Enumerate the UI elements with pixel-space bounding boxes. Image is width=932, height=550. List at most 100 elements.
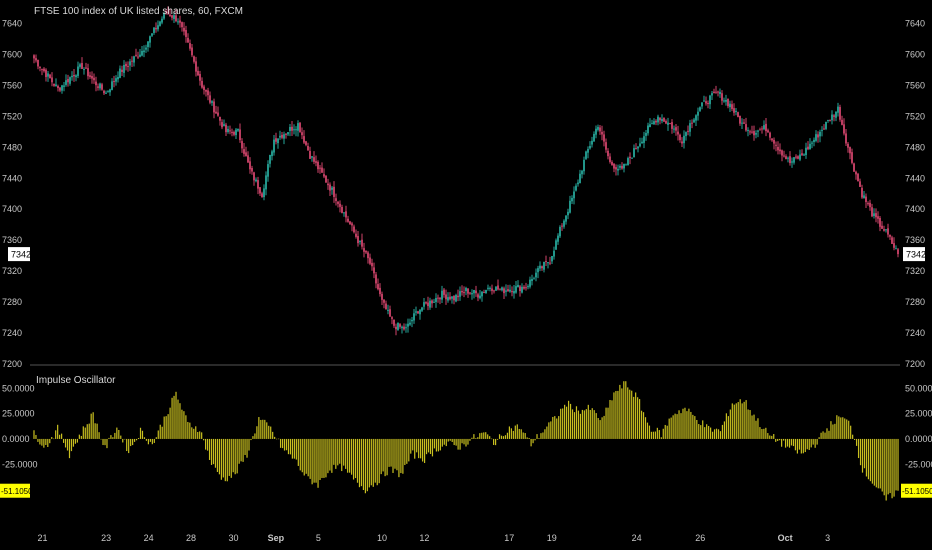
candle-body <box>153 27 155 33</box>
oscillator-bar <box>739 399 741 439</box>
osc-tick-right: 0.0000 <box>905 434 932 444</box>
candle-body <box>159 21 161 26</box>
oscillator-bar <box>723 421 726 439</box>
candle-body <box>687 130 689 132</box>
oscillator-bar <box>599 420 601 439</box>
candle-body <box>711 93 713 96</box>
oscillator-bar <box>236 438 238 474</box>
oscillator-bar <box>248 438 250 451</box>
time-tick: 28 <box>186 533 196 543</box>
oscillator-bar <box>370 438 372 486</box>
oscillator-bar <box>268 425 270 439</box>
oscillator-bar <box>59 434 61 439</box>
price-tick-left: 7640 <box>2 18 22 28</box>
oscillator-bar <box>607 407 609 439</box>
oscillator-bar <box>855 438 858 446</box>
candle-body <box>73 74 75 77</box>
oscillator-bar <box>786 438 789 447</box>
candle-body <box>141 50 143 56</box>
candle-body <box>429 300 431 308</box>
candle-body <box>459 291 461 297</box>
oscillator-bar <box>838 416 840 439</box>
oscillator-bar <box>767 433 769 439</box>
price-tick-left: 7480 <box>2 142 22 152</box>
candle-body <box>289 126 291 131</box>
oscillator-bar <box>412 438 414 451</box>
oscillator-bar <box>601 417 603 439</box>
oscillator-bar <box>61 433 63 439</box>
oscillator-bar <box>611 400 613 439</box>
oscillator-bar <box>891 438 893 499</box>
oscillator-bar <box>45 438 47 445</box>
candle-body <box>179 20 181 23</box>
oscillator-bar <box>844 418 846 439</box>
oscillator-bar <box>528 437 530 439</box>
oscillator-bar <box>329 438 331 471</box>
oscillator-bar <box>126 438 128 452</box>
oscillator-bar <box>609 399 611 439</box>
candle-body <box>317 161 319 170</box>
candle-body <box>783 155 785 157</box>
candle-body <box>439 297 441 300</box>
candle-body <box>451 296 453 299</box>
oscillator-bar <box>167 414 169 439</box>
oscillator-bar <box>410 438 412 454</box>
oscillator-bar <box>447 438 449 442</box>
oscillator-bar <box>433 438 436 449</box>
oscillator-bar <box>149 438 151 442</box>
candle-body <box>83 69 85 71</box>
oscillator-bar <box>88 423 90 439</box>
oscillator-bar <box>364 438 366 494</box>
oscillator-bar <box>437 438 439 452</box>
candle-body <box>641 141 643 144</box>
oscillator-bar <box>816 438 818 445</box>
candle-body <box>751 131 753 133</box>
candle-body <box>587 149 589 153</box>
oscillator-bar <box>161 426 163 439</box>
candle-body <box>375 274 377 284</box>
candle-body <box>203 86 205 91</box>
candle-body <box>69 77 71 84</box>
oscillator-bar <box>479 433 481 439</box>
oscillator-bar <box>98 432 100 439</box>
oscillator-bar <box>558 416 560 439</box>
candle-body <box>193 56 195 62</box>
oscillator-bar <box>96 423 98 439</box>
oscillator-bar <box>289 438 292 455</box>
oscillator-bar <box>556 418 558 439</box>
candle-body <box>387 309 389 311</box>
candle-body <box>421 307 423 311</box>
osc-tick-left: 25.0000 <box>2 409 35 419</box>
oscillator-bar <box>177 399 179 439</box>
candle-body <box>581 170 583 175</box>
candle-body <box>533 278 535 280</box>
candle-body <box>823 128 825 130</box>
candle-body <box>837 106 839 113</box>
oscillator-bar <box>406 438 408 464</box>
price-tick-right: 7320 <box>905 266 925 276</box>
oscillator-bar <box>587 404 589 439</box>
candle-body <box>693 119 695 123</box>
oscillator-bar <box>297 438 299 466</box>
oscillator-bar <box>102 438 104 446</box>
candle-body <box>41 68 43 70</box>
candle-body <box>739 115 741 124</box>
candle-body <box>841 119 843 125</box>
candle-body <box>389 309 391 317</box>
oscillator-bar <box>439 438 441 451</box>
oscillator-bar <box>143 437 146 439</box>
last-price-badge-right <box>903 247 925 262</box>
candle-body <box>485 289 487 294</box>
oscillator-bar <box>532 438 534 444</box>
oscillator-bar <box>706 424 708 439</box>
oscillator-bar <box>461 438 463 444</box>
candle-body <box>35 58 37 61</box>
oscillator-bar <box>366 438 368 492</box>
oscillator-bar <box>871 438 873 484</box>
candle-body <box>489 287 491 289</box>
candle-body <box>479 295 481 299</box>
time-tick: Oct <box>778 533 793 543</box>
candle-body <box>373 267 375 274</box>
candle-body <box>725 99 727 102</box>
oscillator-bar <box>183 411 185 439</box>
